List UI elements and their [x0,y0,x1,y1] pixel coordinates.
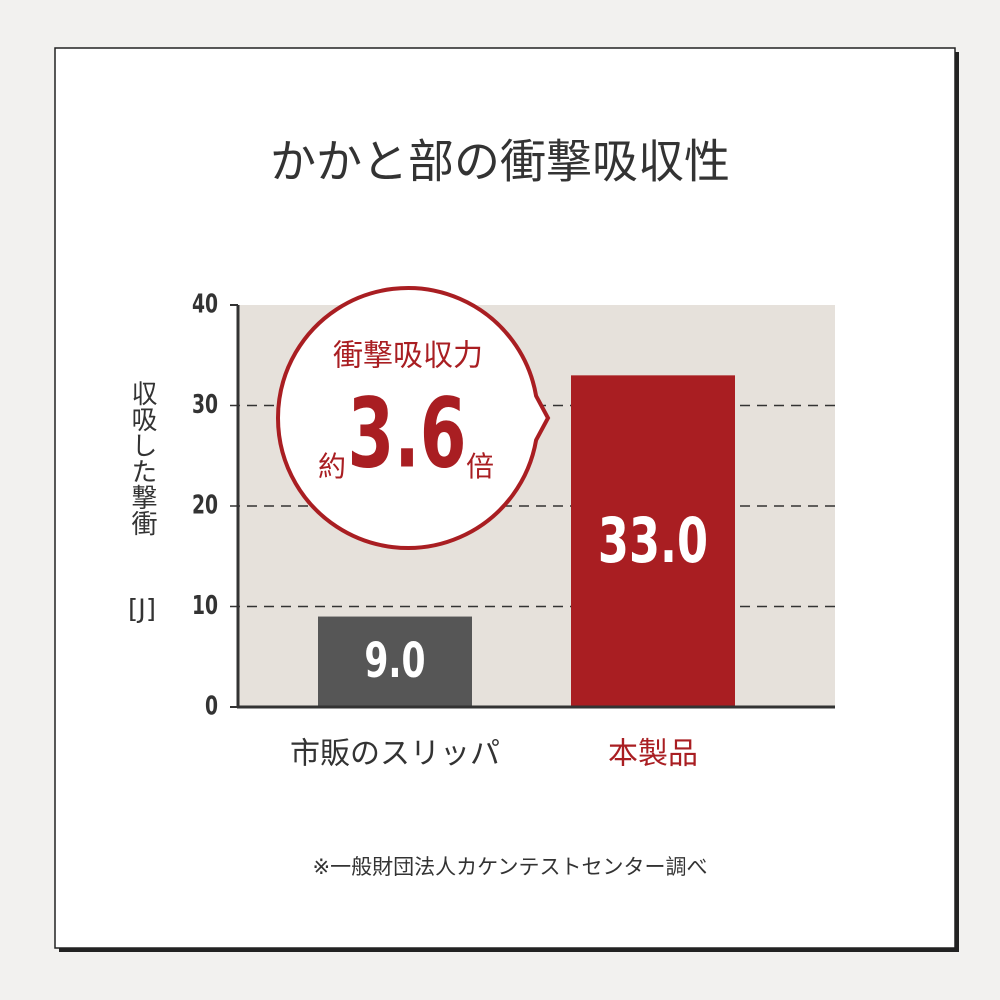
y-axis-unit: [J] [128,595,156,625]
value-label: 9.0 [364,632,425,688]
callout-suffix: 倍 [466,450,494,483]
footnote: ※一般財団法人カケンテストセンター調べ [313,855,708,879]
callout-heading: 衝撃吸収力 [333,339,483,374]
value-label: 33.0 [598,504,708,576]
y-tick-label: 10 [192,591,218,621]
callout-prefix: 約 [318,450,346,483]
y-tick-label: 0 [205,692,218,722]
x-tick-label: 本製品 [608,737,698,772]
bar [318,616,472,707]
callout-bubble [276,286,551,550]
y-axis-label: 収吸した撃衝 [127,380,157,536]
bar [571,375,735,707]
y-tick-label: 30 [192,390,218,420]
callout-value: 3.6 [347,377,466,489]
x-tick-label: 市販のスリッパ [290,737,500,772]
y-tick-label: 20 [192,491,218,521]
y-tick-label: 40 [192,290,218,320]
chart-title: かかと部の衝撃吸収性 [270,135,730,189]
